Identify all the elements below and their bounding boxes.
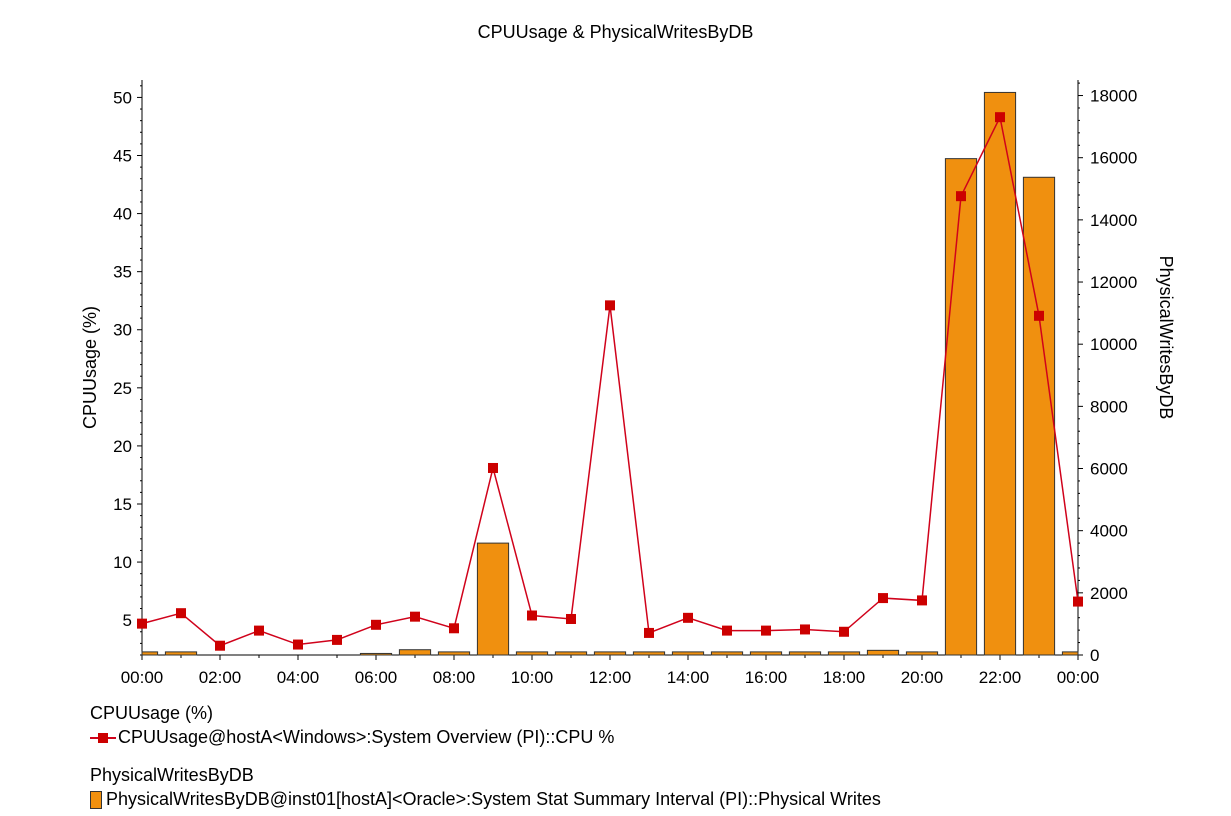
right-tick-label: 10000: [1090, 335, 1137, 354]
point-cpu-usage: [605, 300, 615, 311]
right-tick-label: 16000: [1090, 149, 1137, 168]
x-tick-label: 18:00: [823, 668, 866, 687]
left-tick-label: 25: [113, 379, 132, 398]
line-cpu-usage: [141, 114, 1079, 647]
bar-swatch-icon: [90, 790, 102, 809]
point-cpu-usage: [293, 639, 303, 650]
point-cpu-usage: [1073, 596, 1083, 607]
x-tick-label: 00:00: [1057, 668, 1100, 687]
left-tick-label: 15: [113, 495, 132, 514]
point-cpu-usage: [995, 112, 1005, 123]
left-tick-label: 20: [113, 437, 132, 456]
bar-physical-writes: [827, 651, 861, 656]
bar-physical-writes: [632, 651, 666, 656]
point-cpu-usage: [332, 634, 342, 645]
legend-entry-cpu: CPUUsage@hostA<Windows>:System Overview …: [90, 727, 614, 748]
x-tick-label: 14:00: [667, 668, 710, 687]
bar-physical-writes: [1022, 176, 1056, 656]
point-cpu-usage: [371, 619, 381, 630]
right-tick-label: 8000: [1090, 397, 1128, 416]
left-tick-label: 10: [113, 553, 132, 572]
left-tick-label: 50: [113, 88, 132, 107]
point-cpu-usage: [800, 624, 810, 635]
legend-group-cpu: CPUUsage (%): [90, 703, 214, 723]
bar-physical-writes: [515, 651, 549, 656]
bar-physical-writes: [359, 652, 393, 656]
right-tick-label: 2000: [1090, 584, 1128, 603]
x-tick-label: 04:00: [277, 668, 320, 687]
x-tick-label: 06:00: [355, 668, 398, 687]
point-cpu-usage: [917, 595, 927, 606]
x-tick-label: 08:00: [433, 668, 476, 687]
point-cpu-usage: [683, 612, 693, 623]
legend-entry-writes: PhysicalWritesByDB@inst01[hostA]<Oracle>…: [90, 789, 881, 810]
left-tick-label: 40: [113, 205, 132, 224]
point-cpu-usage: [722, 625, 732, 636]
right-tick-label: 14000: [1090, 211, 1137, 230]
chart-title: CPUUsage & PhysicalWritesByDB: [477, 22, 754, 42]
point-cpu-usage: [410, 611, 420, 622]
left-tick-label: 35: [113, 263, 132, 282]
y-left-axis-label: CPUUsage (%): [80, 306, 100, 429]
bar-physical-writes: [710, 651, 744, 656]
bar-physical-writes: [437, 651, 471, 656]
x-tick-label: 22:00: [979, 668, 1022, 687]
bar-physical-writes: [398, 649, 432, 656]
point-cpu-usage: [449, 623, 459, 634]
bar-physical-writes: [788, 651, 822, 656]
legend-entry-cpu-label: CPUUsage@hostA<Windows>:System Overview …: [118, 727, 615, 747]
right-tick-label: 12000: [1090, 273, 1137, 292]
point-cpu-usage: [254, 625, 264, 636]
bar-physical-writes: [905, 651, 939, 656]
point-cpu-usage: [878, 593, 888, 604]
bar-physical-writes: [749, 651, 783, 656]
bar-physical-writes: [554, 651, 588, 656]
x-tick-label: 20:00: [901, 668, 944, 687]
right-tick-label: 4000: [1090, 522, 1128, 541]
point-cpu-usage: [1034, 310, 1044, 321]
point-cpu-usage: [956, 191, 966, 202]
x-tick-label: 02:00: [199, 668, 242, 687]
line-marker-icon: [90, 732, 116, 744]
point-cpu-usage: [839, 626, 849, 637]
point-cpu-usage: [566, 613, 576, 624]
point-cpu-usage: [761, 625, 771, 636]
legend-group-writes: PhysicalWritesByDB: [90, 765, 254, 785]
left-tick-label: 30: [113, 321, 132, 340]
x-tick-label: 10:00: [511, 668, 554, 687]
x-tick-label: 16:00: [745, 668, 788, 687]
point-cpu-usage: [527, 610, 537, 621]
bar-physical-writes: [593, 651, 627, 656]
point-cpu-usage: [137, 618, 147, 629]
right-tick-label: 18000: [1090, 87, 1137, 106]
bar-physical-writes: [671, 651, 705, 656]
bar-physical-writes: [983, 91, 1017, 656]
bar-physical-writes: [866, 649, 900, 656]
point-cpu-usage: [644, 627, 654, 638]
right-tick-label: 6000: [1090, 460, 1128, 479]
point-cpu-usage: [488, 462, 498, 473]
left-tick-label: 5: [123, 611, 132, 630]
bar-physical-writes: [1061, 651, 1079, 656]
y-right-axis-label: PhysicalWritesByDB: [1156, 256, 1176, 420]
left-tick-label: 45: [113, 147, 132, 166]
bar-physical-writes: [164, 651, 198, 656]
bar-physical-writes: [141, 651, 159, 656]
right-tick-label: 0: [1090, 646, 1099, 665]
x-tick-label: 12:00: [589, 668, 632, 687]
point-cpu-usage: [176, 608, 186, 619]
x-tick-label: 00:00: [121, 668, 164, 687]
point-cpu-usage: [215, 640, 225, 651]
bar-physical-writes: [476, 542, 510, 656]
bar-physical-writes: [944, 158, 978, 656]
legend-entry-writes-label: PhysicalWritesByDB@inst01[hostA]<Oracle>…: [106, 789, 881, 809]
